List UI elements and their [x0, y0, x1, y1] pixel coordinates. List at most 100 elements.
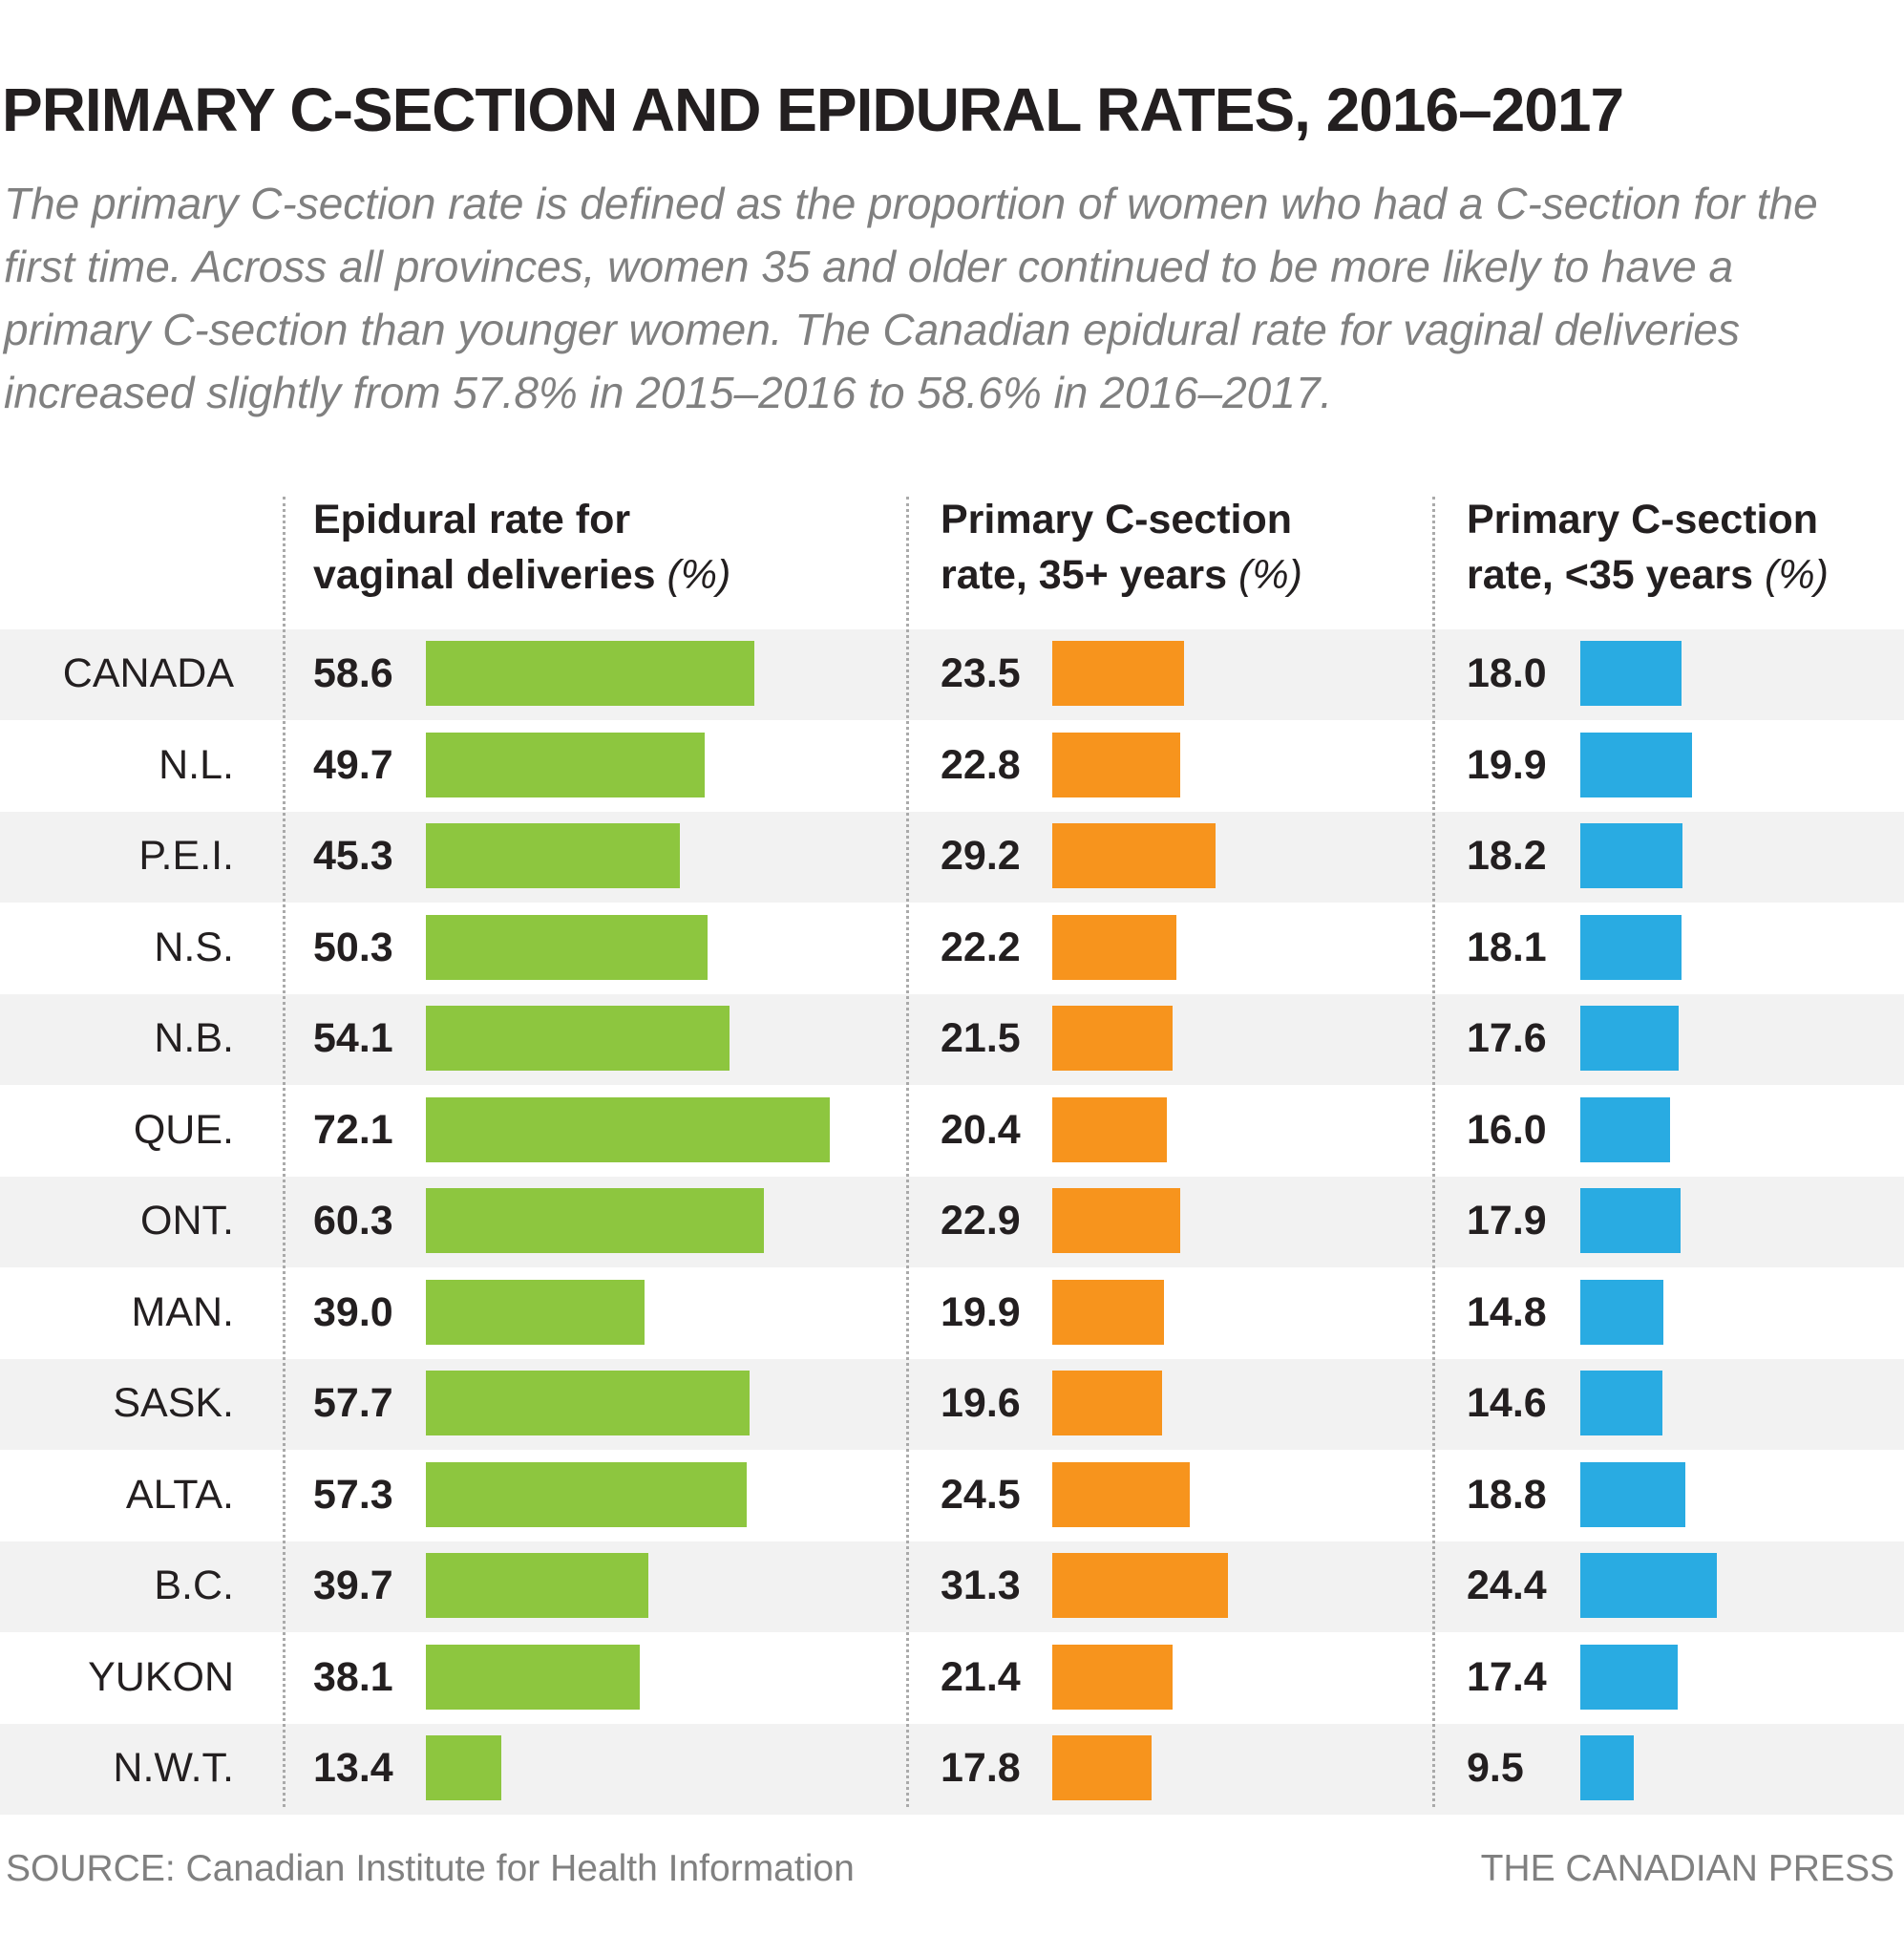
table-row: CANADA 58.6 23.5 18.0	[0, 629, 1904, 720]
category-label: SASK.	[113, 1380, 234, 1426]
bar	[1052, 1553, 1228, 1618]
bar	[1052, 1006, 1174, 1071]
bar	[1580, 823, 1682, 888]
bar	[1052, 1096, 1167, 1162]
header-line: Primary C-section	[941, 497, 1293, 542]
credit: THE CANADIAN PRESS	[1480, 1848, 1894, 1889]
column-divider	[1432, 497, 1435, 1807]
value-label: 58.6	[313, 650, 393, 696]
value-label: 17.8	[941, 1745, 1021, 1791]
value-label: 18.0	[1467, 650, 1547, 696]
column-header: Primary C-section rate, 35+ years (%)	[941, 492, 1302, 603]
bar	[426, 1735, 501, 1800]
value-label: 19.6	[941, 1380, 1021, 1426]
table-row: QUE. 72.1 20.4 16.0	[0, 1086, 1904, 1177]
value-label: 19.9	[1467, 741, 1547, 788]
value-label: 39.0	[313, 1288, 393, 1335]
bar	[426, 1096, 831, 1162]
bar	[1580, 1006, 1680, 1071]
value-label: 22.2	[941, 924, 1021, 970]
bar	[1052, 1461, 1190, 1527]
chart-title: PRIMARY C-SECTION AND EPIDURAL RATES, 20…	[2, 75, 1624, 144]
value-label: 17.9	[1467, 1198, 1547, 1244]
bar	[1580, 1553, 1718, 1618]
table-row: SASK. 57.7 19.6 14.6	[0, 1359, 1904, 1450]
category-label: CANADA	[62, 650, 234, 696]
bar	[1052, 732, 1180, 797]
bar	[426, 641, 754, 706]
value-label: 29.2	[941, 833, 1021, 879]
value-label: 57.7	[313, 1380, 393, 1426]
bar	[1052, 1188, 1181, 1253]
value-label: 17.4	[1467, 1653, 1547, 1700]
bar	[426, 1553, 649, 1618]
bar	[1052, 1279, 1164, 1345]
column-header: Epidural rate for vaginal deliveries (%)	[313, 492, 730, 603]
value-label: 14.8	[1467, 1288, 1547, 1335]
value-label: 24.5	[941, 1471, 1021, 1518]
bar	[426, 1006, 730, 1071]
bar	[1580, 732, 1692, 797]
bar	[1580, 1279, 1663, 1345]
table-row: YUKON 38.1 21.4 17.4	[0, 1633, 1904, 1724]
bar	[1052, 914, 1177, 980]
category-label: ALTA.	[125, 1471, 234, 1518]
table-row: ONT. 60.3 22.9 17.9	[0, 1177, 1904, 1267]
bar	[1580, 1735, 1634, 1800]
bar	[1052, 1735, 1153, 1800]
category-label: N.B.	[154, 1015, 234, 1061]
header-line: Epidural rate for	[313, 497, 631, 542]
value-label: 22.9	[941, 1198, 1021, 1244]
bar	[426, 1188, 764, 1253]
value-label: 38.1	[313, 1653, 393, 1700]
value-label: 45.3	[313, 833, 393, 879]
bar	[1580, 914, 1682, 980]
bar	[1580, 1371, 1662, 1435]
value-label: 19.9	[941, 1288, 1021, 1335]
value-label: 20.4	[941, 1106, 1021, 1153]
header-unit: (%)	[666, 552, 731, 598]
bar	[426, 1644, 640, 1710]
table-row: ALTA. 57.3 24.5 18.8	[0, 1451, 1904, 1541]
bar	[426, 914, 709, 980]
chart-subtitle: The primary C-section rate is defined as…	[4, 179, 1818, 417]
table-row: N.W.T. 13.4 17.8 9.5	[0, 1724, 1904, 1815]
value-label: 50.3	[313, 924, 393, 970]
category-label: P.E.I.	[138, 833, 234, 879]
category-label: MAN.	[131, 1288, 235, 1335]
bar	[1580, 1188, 1682, 1253]
table-row: N.S. 50.3 22.2 18.1	[0, 904, 1904, 994]
column-header: Primary C-section rate, <35 years (%)	[1467, 492, 1829, 603]
category-label: ONT.	[140, 1198, 234, 1244]
bar	[1052, 641, 1184, 706]
bar	[1580, 641, 1682, 706]
table-row: MAN. 39.0 19.9 14.8	[0, 1268, 1904, 1359]
header-unit: (%)	[1238, 552, 1302, 598]
bar	[1580, 1461, 1686, 1527]
bar	[426, 823, 680, 888]
header-line: vaginal deliveries	[313, 552, 667, 598]
value-label: 17.6	[1467, 1015, 1547, 1061]
value-label: 18.1	[1467, 924, 1547, 970]
bar	[426, 1279, 645, 1345]
value-label: 13.4	[313, 1745, 393, 1791]
header-line: Primary C-section	[1467, 497, 1819, 542]
value-label: 18.8	[1467, 1471, 1547, 1518]
value-label: 14.6	[1467, 1380, 1547, 1426]
value-label: 54.1	[313, 1015, 393, 1061]
header-line: rate, <35 years	[1467, 552, 1766, 598]
value-label: 9.5	[1467, 1745, 1524, 1791]
category-label: N.W.T.	[113, 1745, 234, 1791]
category-label: YUKON	[88, 1653, 234, 1700]
column-divider	[906, 497, 909, 1807]
value-label: 21.4	[941, 1653, 1021, 1700]
value-label: 24.4	[1467, 1563, 1547, 1608]
category-label: QUE.	[133, 1106, 234, 1153]
value-label: 72.1	[313, 1106, 393, 1153]
table-row: N.B. 54.1 21.5 17.6	[0, 994, 1904, 1085]
value-label: 60.3	[313, 1198, 393, 1244]
header-unit: (%)	[1765, 552, 1829, 598]
category-label: N.S.	[154, 924, 234, 970]
bar	[1052, 823, 1216, 888]
bar	[1052, 1644, 1173, 1710]
